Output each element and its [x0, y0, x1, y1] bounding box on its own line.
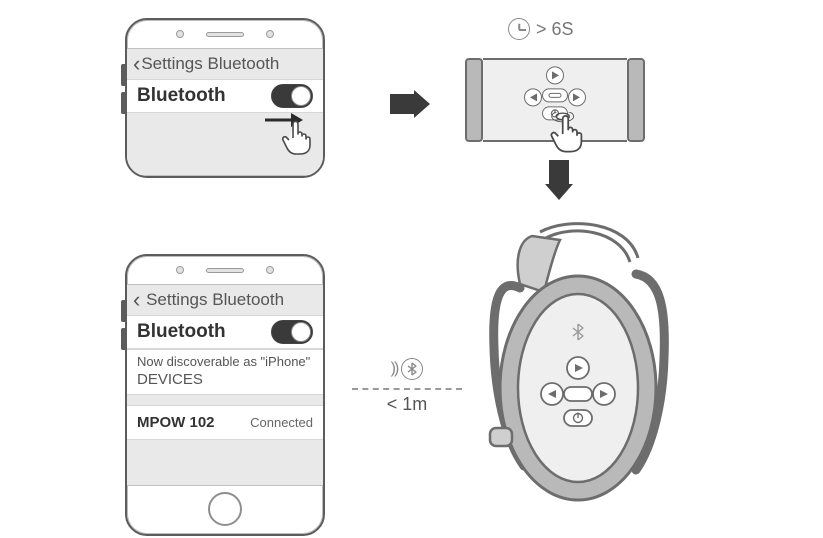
play-button-icon	[546, 66, 564, 84]
nav-title: Bluetooth	[212, 290, 284, 310]
bluetooth-toggle[interactable]	[271, 320, 313, 344]
clock-icon	[508, 18, 530, 40]
hold-duration-text: > 6S	[536, 19, 574, 40]
home-button	[208, 492, 242, 526]
device-row[interactable]: MPOW 102 Connected	[127, 406, 323, 439]
nav-back-label: Settings	[141, 54, 202, 74]
pair-button-icon	[542, 88, 568, 102]
bluetooth-label: Bluetooth	[137, 85, 226, 107]
bluetooth-toggle[interactable]	[271, 84, 313, 108]
hold-duration-label: > 6S	[508, 18, 574, 40]
next-button-icon	[568, 88, 586, 106]
bluetooth-toggle-row: Bluetooth	[127, 315, 323, 349]
discoverable-text: Now discoverable as "iPhone"	[127, 349, 323, 369]
headset-illustration	[460, 218, 690, 508]
step3-phone-illustration: ‹ Settings Bluetooth Bluetooth Now disco…	[125, 254, 325, 536]
device-name: MPOW 102	[137, 414, 215, 431]
power-button-icon	[542, 106, 568, 120]
back-chevron-icon: ‹	[133, 289, 140, 311]
distance-text: < 1m	[352, 394, 462, 415]
earcup-closeup-illustration	[465, 58, 645, 142]
nav-title: Bluetooth	[208, 54, 280, 74]
control-disc	[520, 66, 590, 136]
devices-header: DEVICES	[127, 369, 323, 394]
signal-waves-icon: ))	[391, 360, 398, 378]
bluetooth-label: Bluetooth	[137, 321, 226, 343]
step1-phone-illustration: ‹ Settings Bluetooth Bluetooth	[125, 18, 325, 178]
pairing-distance-indicator: )) < 1m	[352, 358, 462, 415]
swipe-right-arrow-icon	[263, 110, 303, 135]
bluetooth-icon	[401, 358, 423, 380]
flow-arrow-right	[390, 90, 430, 118]
settings-nav-row: ‹ Settings Bluetooth	[127, 49, 323, 79]
distance-dash-line	[352, 388, 462, 390]
prev-button-icon	[524, 88, 542, 106]
back-chevron-icon: ‹	[133, 53, 140, 75]
bluetooth-toggle-row: Bluetooth	[127, 79, 323, 113]
flow-arrow-down	[545, 160, 573, 200]
nav-back-label: Settings	[146, 290, 207, 310]
device-status: Connected	[250, 415, 313, 430]
settings-nav-row: ‹ Settings Bluetooth	[127, 285, 323, 315]
